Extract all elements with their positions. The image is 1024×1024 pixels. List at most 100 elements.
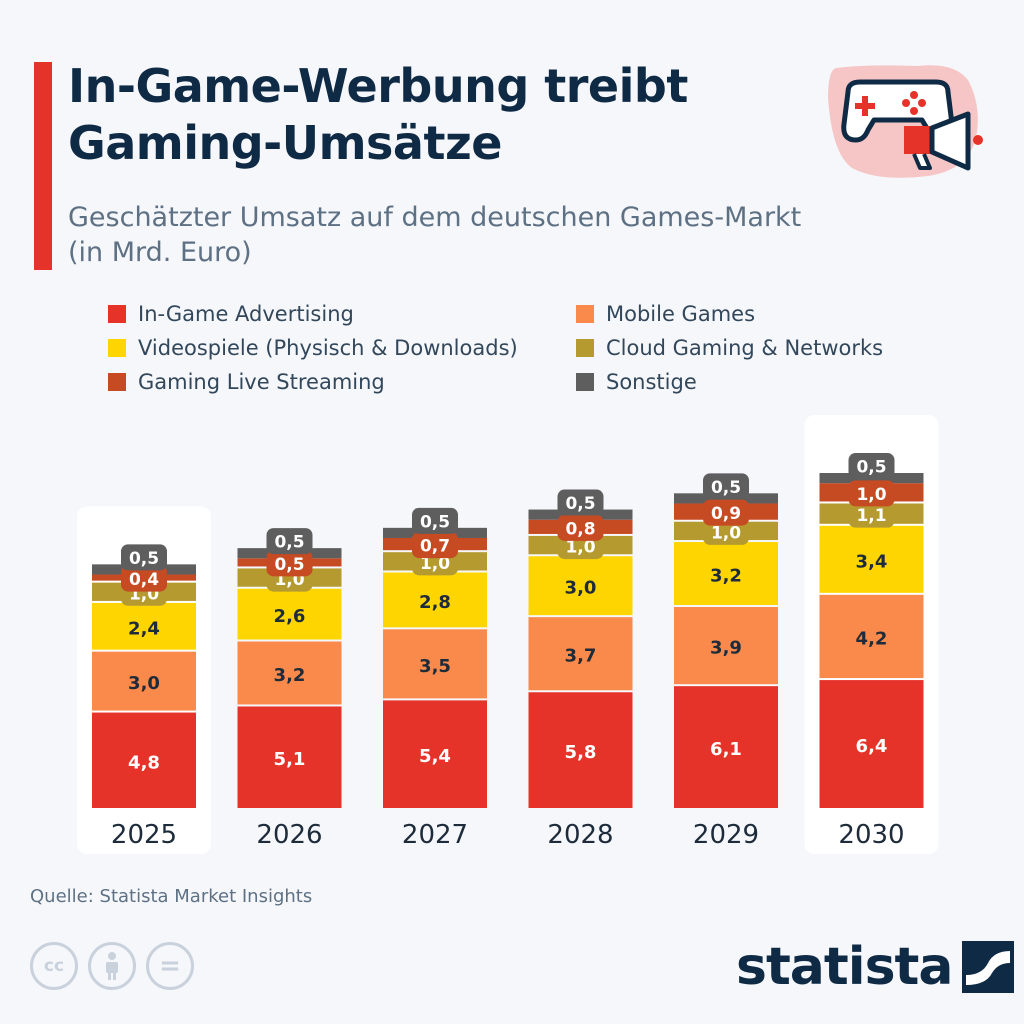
legend-item-videospiele: Videospiele (Physisch & Downloads) <box>108 334 518 362</box>
x-tick-label-2025: 2025 <box>111 820 177 850</box>
data-label-pill-gaming-live-streaming-2029 <box>703 499 749 526</box>
data-label-pill-sonstige-2029 <box>703 473 749 500</box>
bar-segment-mobile-games-2030 <box>819 594 924 679</box>
statista-brand[interactable]: statista <box>736 932 1015 1002</box>
source-note: Quelle: Statista Market Insights <box>30 886 313 907</box>
data-label-mobile-games-2027: 3,5 <box>419 656 451 677</box>
attribution-icon <box>88 942 136 990</box>
subtitle: Geschätzter Umsatz auf dem deutschen Gam… <box>68 200 948 270</box>
bar-segment-in-game-advertising-2027 <box>383 700 487 808</box>
title-line-2: Gaming-Umsätze <box>68 116 502 170</box>
x-tick-label-2028: 2028 <box>547 820 613 850</box>
chart-legend: In-Game Advertising Mobile Games Videosp… <box>108 300 968 400</box>
legend-item-sonstige: Sonstige <box>576 368 697 396</box>
data-label-videospiele-physisch-downloads-2026: 2,6 <box>274 606 306 627</box>
data-label-videospiele-physisch-downloads-2029: 3,2 <box>710 566 742 587</box>
bar-segment-mobile-games-2028 <box>528 617 633 691</box>
data-label-pill-sonstige-2030 <box>848 453 895 480</box>
no-derivatives-icon: = <box>146 942 194 990</box>
data-label-sonstige-2027: 0,5 <box>420 512 450 532</box>
data-label-in-game-advertising-2029: 6,1 <box>710 739 742 760</box>
bar-segment-in-game-advertising-2029 <box>674 686 778 808</box>
bar-segment-videospiele-physisch-downloads-2027 <box>383 572 487 628</box>
data-label-in-game-advertising-2025: 4,8 <box>128 752 160 773</box>
x-tick-label-2029: 2029 <box>693 820 759 850</box>
data-label-sonstige-2028: 0,5 <box>565 494 595 514</box>
data-label-pill-sonstige-2027 <box>412 507 458 534</box>
legend-swatch-live-streaming <box>108 373 126 391</box>
data-label-cloud-gaming-networks-2028: 1,0 <box>565 538 595 558</box>
subtitle-line-2: (in Mrd. Euro) <box>68 237 252 268</box>
bar-segment-mobile-games-2025 <box>92 651 196 711</box>
legend-item-live-streaming: Gaming Live Streaming <box>108 368 385 396</box>
data-label-cloud-gaming-networks-2029: 1,0 <box>711 523 741 543</box>
accent-bar <box>34 62 52 270</box>
legend-label-cloud-gaming: Cloud Gaming & Networks <box>606 336 884 360</box>
bar-segment-mobile-games-2026 <box>237 641 342 705</box>
x-tick-label-2027: 2027 <box>402 820 468 850</box>
x-tick-label-2030: 2030 <box>838 820 904 850</box>
bar-segment-in-game-advertising-2026 <box>237 706 342 808</box>
data-label-sonstige-2026: 0,5 <box>274 533 304 553</box>
legend-label-live-streaming: Gaming Live Streaming <box>138 370 385 394</box>
data-label-pill-gaming-live-streaming-2027 <box>412 532 458 559</box>
data-label-mobile-games-2025: 3,0 <box>128 673 160 694</box>
data-label-pill-sonstige-2025 <box>121 544 167 571</box>
subtitle-line-1: Geschätzter Umsatz auf dem deutschen Gam… <box>68 202 802 233</box>
bar-segment-videospiele-physisch-downloads-2029 <box>674 542 778 605</box>
data-label-gaming-live-streaming-2025: 0,4 <box>129 570 159 590</box>
data-label-gaming-live-streaming-2027: 0,7 <box>420 537 450 557</box>
data-label-in-game-advertising-2030: 6,4 <box>856 736 888 757</box>
data-label-pill-gaming-live-streaming-2026 <box>266 550 313 577</box>
data-label-mobile-games-2028: 3,7 <box>565 646 597 667</box>
bar-segment-videospiele-physisch-downloads-2028 <box>528 556 633 616</box>
page-title: In-Game-Werbung treibt Gaming-Umsätze <box>68 58 808 172</box>
data-label-sonstige-2030: 0,5 <box>856 458 886 478</box>
cc-icon: cc <box>30 942 78 990</box>
legend-swatch-sonstige <box>576 373 594 391</box>
x-tick-label-2026: 2026 <box>256 820 322 850</box>
data-label-gaming-live-streaming-2029: 0,9 <box>711 504 741 524</box>
data-label-sonstige-2029: 0,5 <box>711 478 741 498</box>
legend-swatch-videospiele <box>108 339 126 357</box>
legend-item-mobile-games: Mobile Games <box>576 300 755 328</box>
bar-segment-videospiele-physisch-downloads-2025 <box>92 602 196 650</box>
data-label-pill-gaming-live-streaming-2025 <box>121 565 167 592</box>
data-label-in-game-advertising-2027: 5,4 <box>419 746 451 767</box>
data-label-mobile-games-2030: 4,2 <box>856 628 888 649</box>
data-label-pill-gaming-live-streaming-2028 <box>557 514 604 541</box>
brand-wordmark: statista <box>736 937 953 997</box>
data-label-gaming-live-streaming-2028: 0,8 <box>565 519 595 539</box>
data-label-mobile-games-2026: 3,2 <box>274 665 306 686</box>
data-label-cloud-gaming-networks-2027: 1,0 <box>420 554 450 574</box>
data-label-gaming-live-streaming-2030: 1,0 <box>856 485 886 505</box>
legend-label-in-game-advertising: In-Game Advertising <box>138 302 354 326</box>
data-label-pill-sonstige-2026 <box>266 528 313 555</box>
bar-segment-in-game-advertising-2028 <box>528 692 633 808</box>
data-label-cloud-gaming-networks-2030: 1,1 <box>856 506 886 526</box>
legend-swatch-in-game-advertising <box>108 305 126 323</box>
data-label-in-game-advertising-2028: 5,8 <box>565 742 597 763</box>
legend-swatch-cloud-gaming <box>576 339 594 357</box>
bar-segment-videospiele-physisch-downloads-2030 <box>819 525 924 593</box>
data-label-mobile-games-2029: 3,9 <box>710 638 742 659</box>
statista-logo-icon <box>962 941 1015 993</box>
data-label-gaming-live-streaming-2026: 0,5 <box>274 555 304 575</box>
legend-item-cloud-gaming: Cloud Gaming & Networks <box>576 334 883 362</box>
data-label-in-game-advertising-2026: 5,1 <box>274 749 306 770</box>
legend-swatch-mobile-games <box>576 305 594 323</box>
data-label-pill-gaming-live-streaming-2030 <box>848 480 895 507</box>
bar-segment-in-game-advertising-2025 <box>92 712 196 808</box>
data-label-videospiele-physisch-downloads-2025: 2,4 <box>128 618 160 639</box>
data-label-videospiele-physisch-downloads-2027: 2,8 <box>419 592 451 613</box>
gamepad-megaphone-icon <box>818 58 988 188</box>
title-line-1: In-Game-Werbung treibt <box>68 59 688 113</box>
data-label-videospiele-physisch-downloads-2028: 3,0 <box>565 578 597 599</box>
legend-item-in-game-advertising: In-Game Advertising <box>108 300 354 328</box>
legend-label-mobile-games: Mobile Games <box>606 302 756 326</box>
bar-segment-in-game-advertising-2030 <box>819 680 924 808</box>
bar-segment-mobile-games-2029 <box>674 607 778 685</box>
legend-label-videospiele: Videospiele (Physisch & Downloads) <box>138 336 518 360</box>
data-label-sonstige-2025: 0,5 <box>129 549 159 569</box>
